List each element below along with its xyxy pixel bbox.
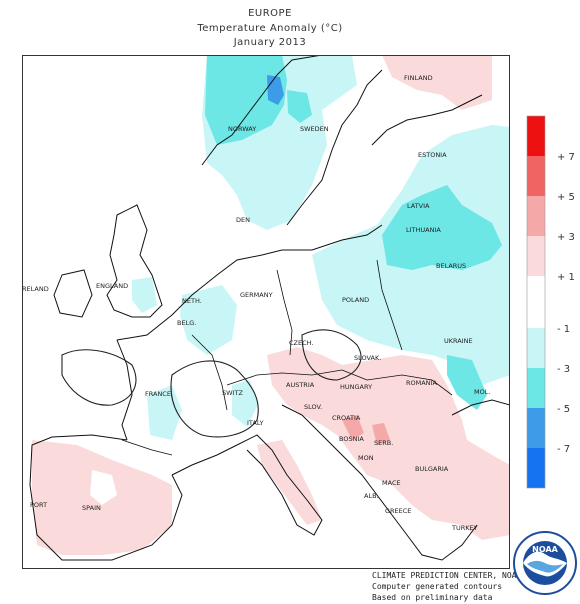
label-italy: ITALY xyxy=(247,419,264,427)
swatch-minus3 xyxy=(527,368,545,408)
legend-tick-minus1: - 1 xyxy=(557,324,570,335)
label-france: FRANCE xyxy=(145,390,171,398)
legend-tick-plus7: + 7 xyxy=(557,152,575,163)
swatch-plus3 xyxy=(527,196,545,236)
swatch-zero xyxy=(527,276,545,328)
label-bosnia: BOSNIA xyxy=(339,435,364,443)
label-slov: SLOV. xyxy=(304,403,322,411)
coast-finland xyxy=(371,94,483,146)
map-date: January 2013 xyxy=(233,37,307,48)
label-ireland: RELAND xyxy=(22,285,49,293)
coast-italy xyxy=(236,434,323,536)
label-belg: BELG. xyxy=(177,319,196,327)
coast-iberia xyxy=(29,434,183,561)
border-france-germany xyxy=(191,334,228,411)
contour-3 xyxy=(301,329,362,381)
label-turkey: TURKEY xyxy=(451,524,478,532)
label-czech: CZECH. xyxy=(289,339,313,347)
label-port: PORT xyxy=(30,501,47,509)
label-sweden: SWEDEN xyxy=(300,125,329,133)
coast-greece xyxy=(391,514,478,561)
legend-tick-plus5: + 5 xyxy=(557,192,575,203)
label-norway: NORWAY xyxy=(228,125,256,133)
label-alb: ALB. xyxy=(364,492,379,500)
label-serb: SERB. xyxy=(374,439,393,447)
label-poland: POLAND xyxy=(342,296,369,304)
label-croatia: CROATIA xyxy=(332,414,361,422)
coast-ireland xyxy=(53,269,93,318)
legend-swatches xyxy=(527,116,545,488)
label-lithuania: LITHUANIA xyxy=(406,226,441,234)
label-hungary: HUNGARY xyxy=(340,383,372,391)
label-belarus: BELARUS xyxy=(436,262,466,270)
border-germany-poland xyxy=(276,269,293,356)
label-slovak: SLOVAK. xyxy=(354,354,381,362)
label-estonia: ESTONIA xyxy=(418,151,447,159)
label-ukraine: UKRAINE xyxy=(444,337,473,345)
swatch-minus7 xyxy=(527,448,545,488)
swatch-plus5 xyxy=(527,156,545,196)
credit-line-2: Computer generated contours xyxy=(372,582,503,591)
label-neth: NETH. xyxy=(182,297,202,305)
finland-plus1 xyxy=(382,55,492,110)
label-finland: FINLAND xyxy=(404,74,433,82)
contour-2 xyxy=(61,349,137,406)
se-plus1 xyxy=(267,347,510,540)
coast-north-europe xyxy=(116,224,383,341)
border-alps xyxy=(226,369,343,386)
swatch-plus1 xyxy=(527,236,545,276)
swatch-plus7 xyxy=(527,116,545,156)
coast-black-sea xyxy=(451,399,510,416)
legend-tick-plus1: + 1 xyxy=(557,272,575,283)
map-subtitle: Temperature Anomaly (°C) xyxy=(197,23,343,34)
east-minus3 xyxy=(447,355,487,410)
legend-tick-plus3: + 3 xyxy=(557,232,575,243)
anomaly-map: FINLAND NORWAY SWEDEN ESTONIA LATVIA LIT… xyxy=(22,55,510,569)
border-spain-france xyxy=(121,439,173,456)
label-greece: GREECE xyxy=(385,507,411,515)
sweden-minus3 xyxy=(287,90,312,123)
label-spain: SPAIN xyxy=(82,504,101,512)
norway-minus3 xyxy=(205,55,287,145)
iberia-zero xyxy=(90,470,117,505)
coast-britain xyxy=(106,204,163,318)
england-minus1 xyxy=(132,277,157,313)
legend-tick-minus5: - 5 xyxy=(557,404,570,415)
label-den: DEN xyxy=(236,216,250,224)
label-austria: AUSTRIA xyxy=(286,381,315,389)
map-title: EUROPE xyxy=(248,8,292,19)
swatch-minus1 xyxy=(527,328,545,368)
coast-norway xyxy=(201,55,323,166)
label-bulgaria: BULGARIA xyxy=(415,465,449,473)
coast-sweden xyxy=(286,69,383,226)
noaa-logo-text: NOAA xyxy=(532,545,558,554)
france-minus1 xyxy=(147,385,182,440)
coast-adriatic xyxy=(281,404,393,516)
label-germany: GERMANY xyxy=(240,291,273,299)
color-legend: + 7 + 5 + 3 + 1 - 1 - 3 - 5 - 7 xyxy=(526,115,575,489)
swatch-minus5 xyxy=(527,408,545,448)
baltic-minus3 xyxy=(382,185,502,270)
credit-line-3: Based on preliminary data xyxy=(372,593,493,602)
label-mace: MACE xyxy=(382,479,401,487)
legend-tick-minus7: - 7 xyxy=(557,444,570,455)
legend-tick-minus3: - 3 xyxy=(557,364,570,375)
coast-france-west xyxy=(116,339,133,441)
border-poland-east xyxy=(376,259,403,351)
contour-1 xyxy=(170,360,259,438)
label-switz: SWITZ xyxy=(222,389,243,397)
italy-minus1 xyxy=(232,380,258,427)
credit-line-1: CLIMATE PREDICTION CENTER, NOAA xyxy=(372,571,522,580)
label-england: ENGLAND xyxy=(96,282,128,290)
label-mol: MOL. xyxy=(474,388,490,396)
serbia-plus3 xyxy=(372,423,390,445)
label-latvia: LATVIA xyxy=(407,202,430,210)
label-mon: MON xyxy=(358,454,374,462)
noaa-logo: NOAA xyxy=(513,531,577,595)
italy-plus1 xyxy=(257,440,322,525)
border-balkans xyxy=(341,369,453,396)
bosnia-plus3 xyxy=(342,415,364,440)
label-romania: ROMANIA xyxy=(406,379,437,387)
coast-med-france xyxy=(171,444,238,476)
